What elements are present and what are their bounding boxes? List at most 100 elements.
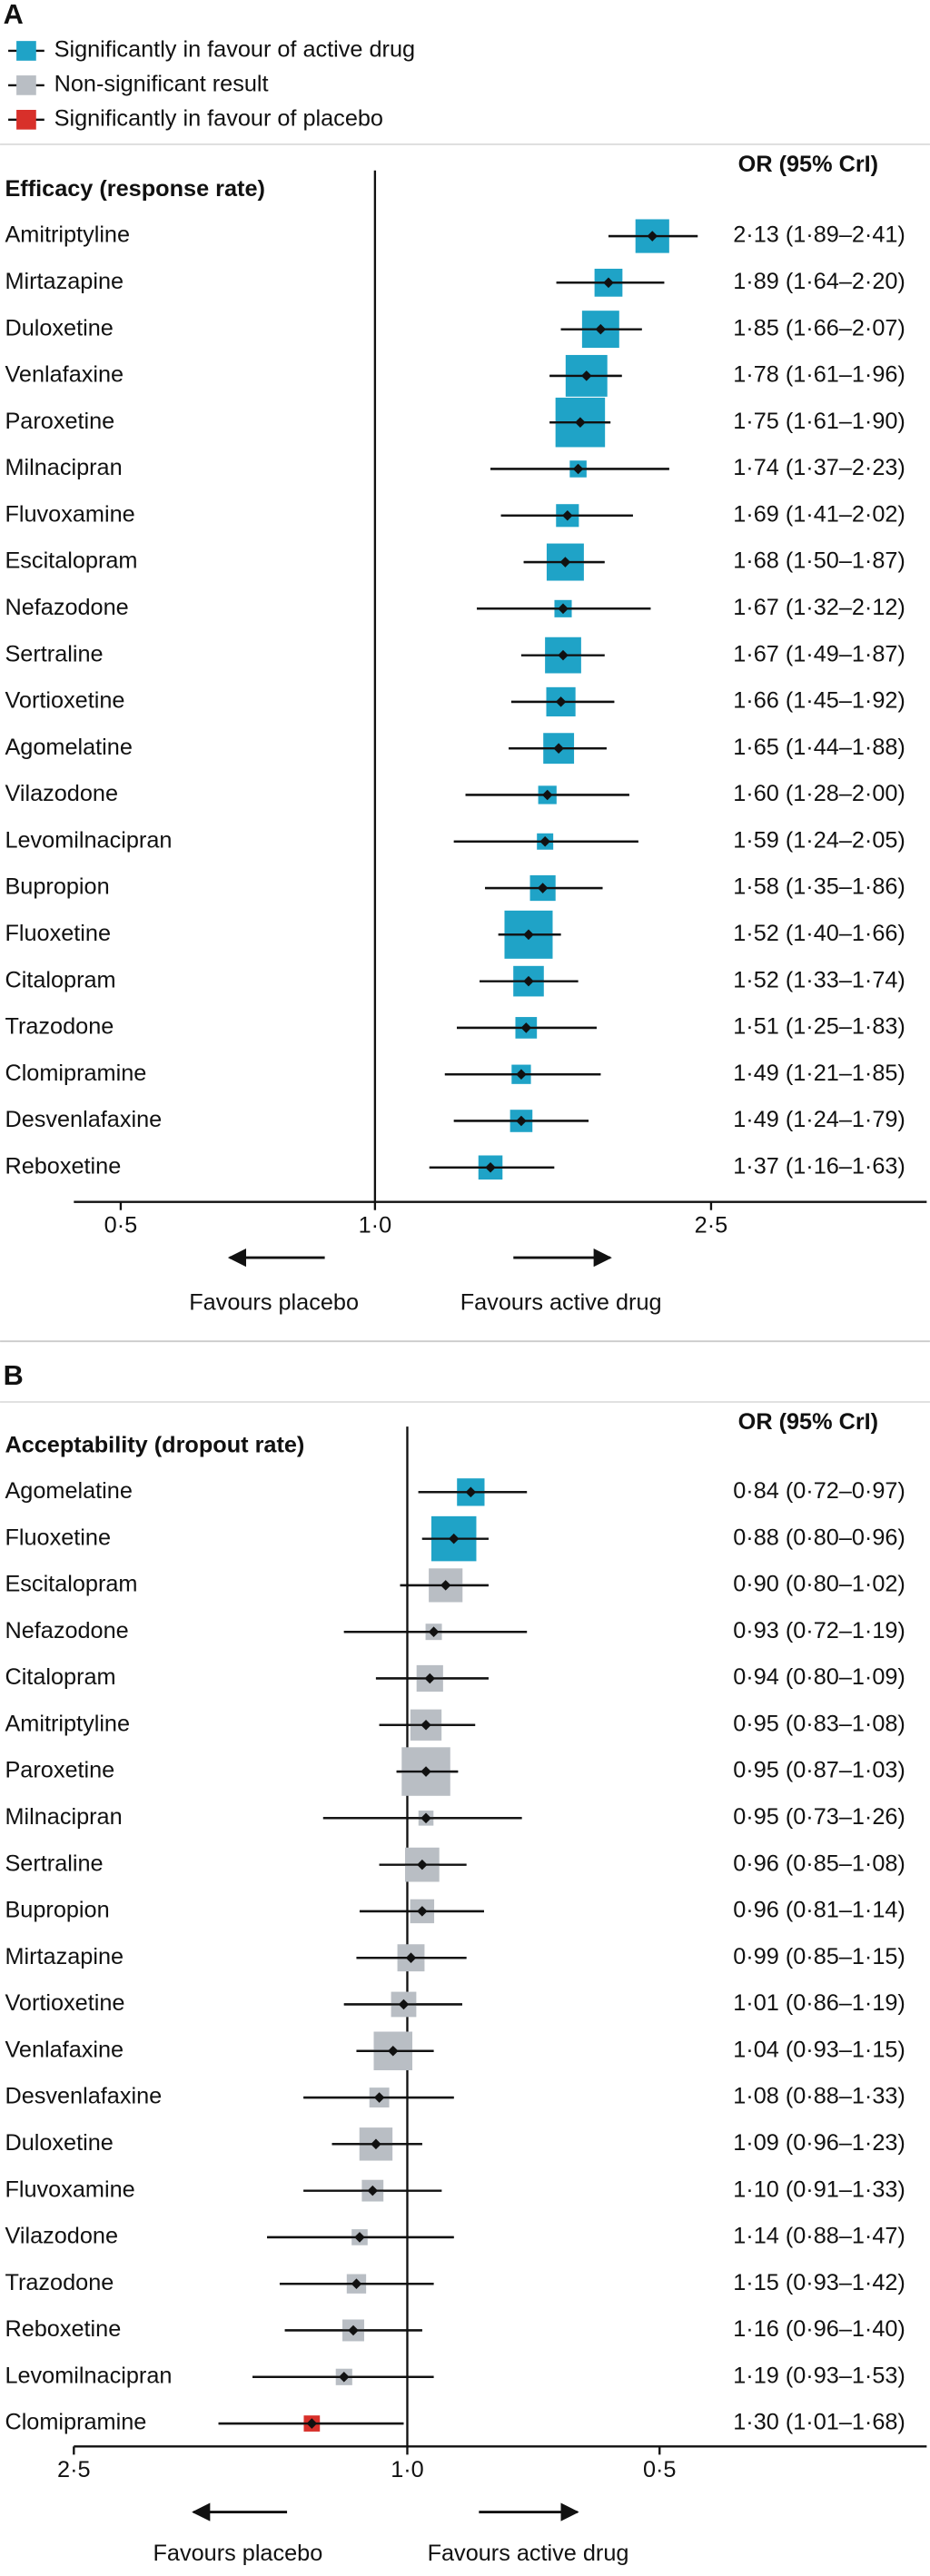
- x-tick-label: 1·0: [359, 1212, 392, 1238]
- drug-name: Nefazodone: [5, 1618, 128, 1643]
- drug-name: Vortioxetine: [5, 1990, 124, 2016]
- estimate-point: [417, 1906, 428, 1917]
- drug-name: Amitriptyline: [5, 1711, 130, 1736]
- estimate-label: 0·95 (0·83–1·08): [733, 1711, 905, 1736]
- estimate-point: [516, 1115, 527, 1127]
- estimate-label: 1·67 (1·32–2·12): [733, 595, 905, 620]
- drug-name: Fluoxetine: [5, 921, 111, 946]
- drug-name: Escitalopram: [5, 1572, 137, 1597]
- estimate-label: 0·99 (0·85–1·15): [733, 1944, 905, 1969]
- estimate-label: 0·95 (0·87–1·03): [733, 1758, 905, 1783]
- legend-swatch: [16, 109, 36, 130]
- estimate-label: 1·69 (1·41–2·02): [733, 501, 905, 527]
- estimate-label: 1·37 (1·16–1·63): [733, 1153, 905, 1179]
- estimate-label: 2·13 (1·89–2·41): [733, 222, 905, 248]
- x-tick-label: 1·0: [391, 2457, 424, 2482]
- drug-name: Citalopram: [5, 967, 115, 992]
- estimate-label: 1·04 (0·93–1·15): [733, 2037, 905, 2062]
- drug-name: Sertraline: [5, 1851, 103, 1876]
- estimate-label: 0·95 (0·73–1·26): [733, 1804, 905, 1830]
- drug-name: Fluvoxamine: [5, 2176, 134, 2202]
- direction-label: Favours active drug: [428, 2541, 629, 2566]
- legend-swatch: [16, 75, 36, 95]
- drug-name: Nefazodone: [5, 595, 128, 620]
- section-title: Efficacy (response rate): [5, 176, 264, 202]
- drug-name: Mirtazapine: [5, 1944, 124, 1969]
- drug-name: Agomelatine: [5, 735, 132, 760]
- legend-swatch: [16, 41, 36, 61]
- estimate-point: [448, 1533, 460, 1545]
- estimate-label: 1·01 (0·86–1·19): [733, 1990, 905, 2016]
- drug-name: Fluvoxamine: [5, 501, 134, 527]
- estimate-point: [306, 2418, 318, 2429]
- estimate-label: 1·89 (1·64–2·20): [733, 269, 905, 294]
- drug-name: Escitalopram: [5, 548, 137, 574]
- drug-name: Desvenlafaxine: [5, 2084, 162, 2109]
- drug-name: Clomipramine: [5, 2410, 146, 2435]
- estimate-point: [387, 2045, 399, 2057]
- drug-name: Milnacipran: [5, 455, 122, 480]
- drug-name: Fluoxetine: [5, 1525, 111, 1550]
- estimate-label: 0·84 (0·72–0·97): [733, 1478, 905, 1504]
- estimate-label: 1·58 (1·35–1·86): [733, 874, 905, 900]
- drug-name: Amitriptyline: [5, 222, 130, 248]
- drug-name: Mirtazapine: [5, 269, 124, 294]
- estimate-label: 0·96 (0·81–1·14): [733, 1898, 905, 1923]
- estimate-point: [398, 1999, 410, 2010]
- estimate-point: [465, 1486, 477, 1498]
- legend-label: Significantly in favour of placebo: [54, 105, 383, 131]
- estimate-label: 1·65 (1·44–1·88): [733, 735, 905, 760]
- estimate-point: [417, 1859, 428, 1870]
- estimate-label: 0·93 (0·72–1·19): [733, 1618, 905, 1643]
- estimate-point: [420, 1812, 431, 1824]
- column-header: OR (95% CrI): [738, 152, 878, 177]
- column-header: OR (95% CrI): [738, 1409, 878, 1435]
- estimate-label: 1·67 (1·49–1·87): [733, 641, 905, 666]
- estimate-point: [555, 696, 567, 707]
- drug-name: Bupropion: [5, 1898, 109, 1923]
- drug-name: Desvenlafaxine: [5, 1107, 162, 1132]
- estimate-label: 1·19 (0·93–1·53): [733, 2363, 905, 2388]
- estimate-point: [516, 1069, 527, 1080]
- estimate-label: 1·59 (1·24–2·05): [733, 827, 905, 853]
- direction-label: Favours placebo: [189, 1289, 359, 1315]
- estimate-label: 1·68 (1·50–1·87): [733, 548, 905, 574]
- drug-name: Levomilnacipran: [5, 2363, 172, 2388]
- drug-name: Trazodone: [5, 2270, 114, 2295]
- estimate-label: 1·52 (1·33–1·74): [733, 967, 905, 992]
- estimate-point: [572, 463, 584, 475]
- estimate-label: 1·09 (0·96–1·23): [733, 2130, 905, 2156]
- estimate-label: 1·16 (0·96–1·40): [733, 2316, 905, 2342]
- estimate-point: [537, 883, 549, 893]
- estimate-label: 1·78 (1·61–1·96): [733, 362, 905, 388]
- estimate-point: [428, 1626, 440, 1637]
- estimate-label: 1·08 (0·88–1·33): [733, 2084, 905, 2109]
- estimate-point: [354, 2232, 365, 2243]
- direction-label: Favours placebo: [153, 2541, 322, 2566]
- x-tick-label: 2·5: [57, 2457, 91, 2482]
- estimate-label: 1·52 (1·40–1·66): [733, 921, 905, 946]
- legend-label: Significantly in favour of active drug: [54, 37, 415, 63]
- drug-name: Venlafaxine: [5, 362, 124, 388]
- panel-letter: A: [4, 0, 24, 30]
- section-title: Acceptability (dropout rate): [5, 1432, 304, 1457]
- estimate-point: [420, 1766, 431, 1777]
- drug-name: Vilazodone: [5, 2224, 118, 2249]
- x-tick-label: 0·5: [643, 2457, 677, 2482]
- drug-name: Duloxetine: [5, 2130, 113, 2156]
- estimate-label: 1·75 (1·61–1·90): [733, 409, 905, 434]
- drug-name: Reboxetine: [5, 1153, 121, 1179]
- drug-name: Citalopram: [5, 1664, 115, 1690]
- estimate-point: [371, 2138, 381, 2150]
- drug-name: Clomipramine: [5, 1061, 146, 1086]
- direction-label: Favours active drug: [460, 1289, 662, 1315]
- drug-name: Bupropion: [5, 874, 109, 900]
- drug-name: Duloxetine: [5, 315, 113, 341]
- drug-name: Paroxetine: [5, 1758, 114, 1783]
- estimate-label: 0·96 (0·85–1·08): [733, 1851, 905, 1876]
- estimate-point: [405, 1952, 417, 1963]
- drug-name: Trazodone: [5, 1014, 114, 1040]
- estimate-label: 0·88 (0·80–0·96): [733, 1525, 905, 1550]
- estimate-point: [424, 1673, 436, 1684]
